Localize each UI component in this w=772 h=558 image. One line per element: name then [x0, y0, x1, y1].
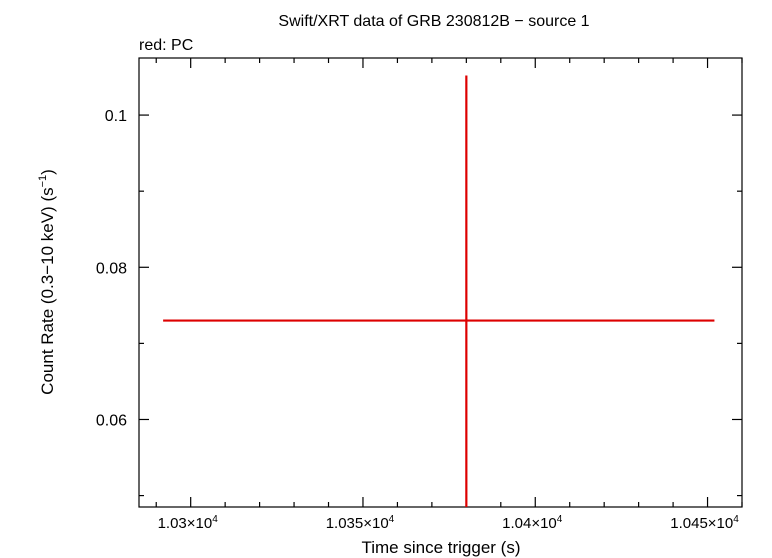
data-marks	[163, 75, 715, 507]
y-tick-label: 0.08	[96, 260, 127, 277]
y-axis-label-close: )	[38, 169, 57, 175]
x-tick-label: 1.04×104	[502, 514, 563, 532]
y-axis-label-main: Count Rate (0.3−10 keV) (s	[38, 187, 57, 394]
x-tick-label: 1.03×104	[158, 514, 219, 532]
chart-title: Swift/XRT data of GRB 230812B − source 1	[278, 13, 589, 30]
y-axis-label-sup: −1	[37, 175, 49, 188]
y-axis-label: Count Rate (0.3−10 keV) (s−1)	[37, 169, 57, 395]
x-tick-label: 1.035×104	[326, 514, 395, 532]
x-axis-label: Time since trigger (s)	[361, 538, 520, 557]
legend-text: red: PC	[139, 37, 193, 54]
y-tick-label: 0.06	[96, 412, 127, 429]
x-tick-labels: 1.03×104 1.035×104 1.04×104 1.045×104	[158, 514, 740, 532]
y-tick-label: 0.1	[105, 108, 127, 125]
plot-frame	[138, 57, 743, 508]
major-ticks	[139, 58, 742, 507]
minor-ticks	[139, 58, 743, 507]
y-tick-labels: 0.06 0.08 0.1	[96, 108, 127, 429]
x-tick-label: 1.045×104	[670, 514, 739, 532]
